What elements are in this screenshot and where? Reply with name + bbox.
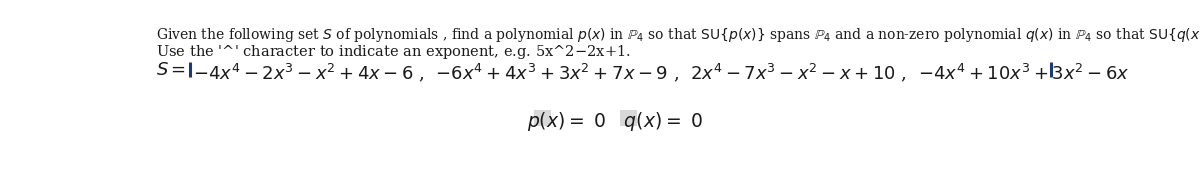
Text: $S=$: $S=$ xyxy=(156,61,186,79)
Bar xyxy=(534,111,552,126)
Text: $p(x)=\ 0\quad q(x)=\ 0$: $p(x)=\ 0\quad q(x)=\ 0$ xyxy=(527,111,703,133)
Text: $-4x^4-2x^3-x^2+4x-6$$\ $,  $-6x^4+4x^3+3x^2+7x-9$$\ $,  $2x^4-7x^3-x^2-x+10$$\ : $-4x^4-2x^3-x^2+4x-6$$\ $, $-6x^4+4x^3+3… xyxy=(193,61,1130,84)
Text: Given the following set $\mathit{S}$ of polynomials , find a polynomial $\mathit: Given the following set $\mathit{S}$ of … xyxy=(156,26,1200,44)
Text: Use the '^' character to indicate an exponent, e.g. 5x^2$-$2x+1.: Use the '^' character to indicate an exp… xyxy=(156,43,631,61)
Bar xyxy=(620,111,637,126)
